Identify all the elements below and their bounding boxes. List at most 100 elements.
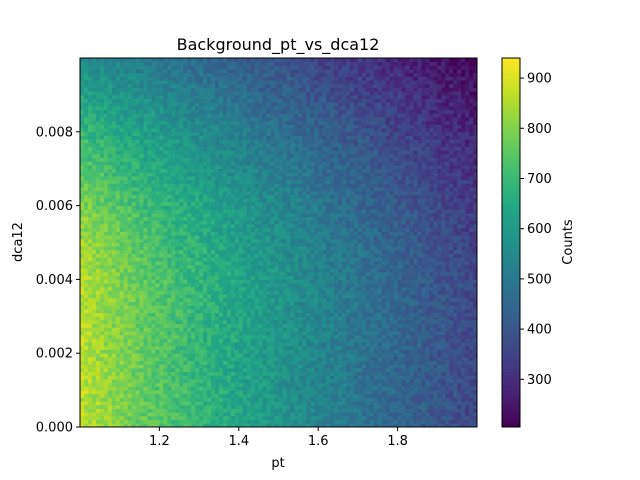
heatmap-cell	[167, 327, 172, 332]
heatmap-cell	[159, 242, 164, 247]
heatmap-cell	[123, 286, 129, 291]
heatmap-cell	[413, 286, 418, 291]
heatmap-cell	[214, 268, 220, 273]
heatmap-cell	[349, 367, 355, 373]
heatmap-cell	[461, 249, 466, 254]
heatmap-cell	[441, 272, 446, 277]
heatmap-cell	[258, 412, 264, 417]
heatmap-cell	[353, 345, 359, 350]
heatmap-cell	[417, 393, 422, 398]
heatmap-cell	[334, 268, 339, 273]
heatmap-cell	[87, 297, 93, 302]
heatmap-cell	[222, 323, 228, 328]
heatmap-cell	[203, 301, 208, 306]
heatmap-cell	[349, 327, 355, 332]
heatmap-cell	[429, 379, 434, 384]
heatmap-cell	[338, 349, 343, 354]
heatmap-cell	[203, 272, 208, 277]
heatmap-cell	[131, 301, 136, 306]
heatmap-cell	[111, 404, 117, 409]
heatmap-cell	[103, 316, 109, 321]
heatmap-cell	[330, 264, 335, 269]
heatmap-cell	[361, 412, 367, 417]
heatmap-cell	[338, 386, 343, 391]
heatmap-cell	[262, 379, 267, 384]
heatmap-cell	[274, 404, 279, 409]
heatmap-cell	[107, 356, 113, 361]
heatmap-cell	[127, 338, 133, 343]
heatmap-cell	[151, 253, 156, 258]
heatmap-cell	[159, 415, 164, 421]
heatmap-cell	[473, 286, 478, 291]
heatmap-cell	[310, 327, 315, 332]
heatmap-cell	[179, 272, 184, 277]
heatmap-cell	[131, 404, 136, 409]
heatmap-cell	[167, 253, 172, 258]
heatmap-cell	[262, 338, 267, 343]
heatmap-cell	[159, 393, 164, 398]
heatmap-cell	[143, 316, 148, 321]
heatmap-cell	[87, 408, 93, 413]
heatmap-cell	[139, 297, 144, 302]
heatmap-cell	[151, 331, 156, 336]
heatmap-cell	[345, 397, 351, 402]
heatmap-cell	[389, 297, 395, 302]
heatmap-cell	[163, 242, 168, 247]
heatmap-cell	[441, 246, 446, 251]
heatmap-cell	[254, 312, 260, 317]
heatmap-cell	[262, 401, 267, 406]
heatmap-cell	[330, 379, 335, 384]
heatmap-cell	[163, 301, 168, 306]
heatmap-cell	[433, 268, 438, 273]
heatmap-cell	[334, 338, 339, 343]
heatmap-cell	[357, 246, 363, 251]
heatmap-cell	[437, 253, 442, 258]
heatmap-cell	[342, 312, 347, 317]
heatmap-cell	[207, 382, 212, 387]
heatmap-cell	[306, 242, 311, 247]
heatmap-cell	[353, 290, 359, 295]
heatmap-cell	[441, 268, 446, 273]
heatmap-cell	[234, 345, 240, 350]
heatmap-cell	[139, 249, 144, 254]
heatmap-cell	[357, 331, 363, 336]
heatmap-cell	[453, 283, 458, 288]
heatmap-cell	[80, 342, 85, 347]
heatmap-cell	[369, 401, 375, 406]
heatmap-cell	[278, 294, 283, 299]
heatmap-cell	[115, 375, 121, 380]
heatmap-cell	[314, 257, 319, 262]
heatmap-cell	[274, 290, 279, 295]
heatmap-cell	[195, 382, 200, 387]
heatmap-cell	[465, 253, 470, 258]
heatmap-cell	[175, 327, 180, 332]
heatmap-cell	[298, 260, 303, 266]
heatmap-cell	[159, 390, 164, 395]
heatmap-cell	[123, 345, 129, 350]
heatmap-cell	[322, 294, 327, 299]
heatmap-cell	[246, 279, 252, 284]
heatmap-cell	[266, 364, 271, 369]
heatmap-cell	[250, 367, 256, 373]
heatmap-cell	[87, 246, 93, 251]
heatmap-cell	[469, 371, 474, 376]
heatmap-cell	[151, 390, 156, 395]
heatmap-cell	[377, 257, 383, 262]
heatmap-cell	[83, 419, 89, 424]
heatmap-cell	[119, 275, 125, 280]
heatmap-cell	[433, 260, 438, 266]
heatmap-cell	[322, 279, 327, 284]
heatmap-cell	[207, 327, 212, 332]
heatmap-cell	[171, 312, 176, 317]
heatmap-cell	[230, 423, 236, 428]
heatmap-cell	[115, 253, 121, 258]
heatmap-cell	[127, 371, 133, 376]
heatmap-cell	[167, 316, 172, 321]
heatmap-cell	[95, 301, 101, 306]
heatmap-cell	[409, 364, 414, 369]
heatmap-cell	[238, 279, 244, 284]
heatmap-cell	[242, 297, 248, 302]
heatmap-cell	[290, 375, 295, 380]
heatmap-cell	[318, 283, 323, 288]
heatmap-cell	[461, 331, 466, 336]
